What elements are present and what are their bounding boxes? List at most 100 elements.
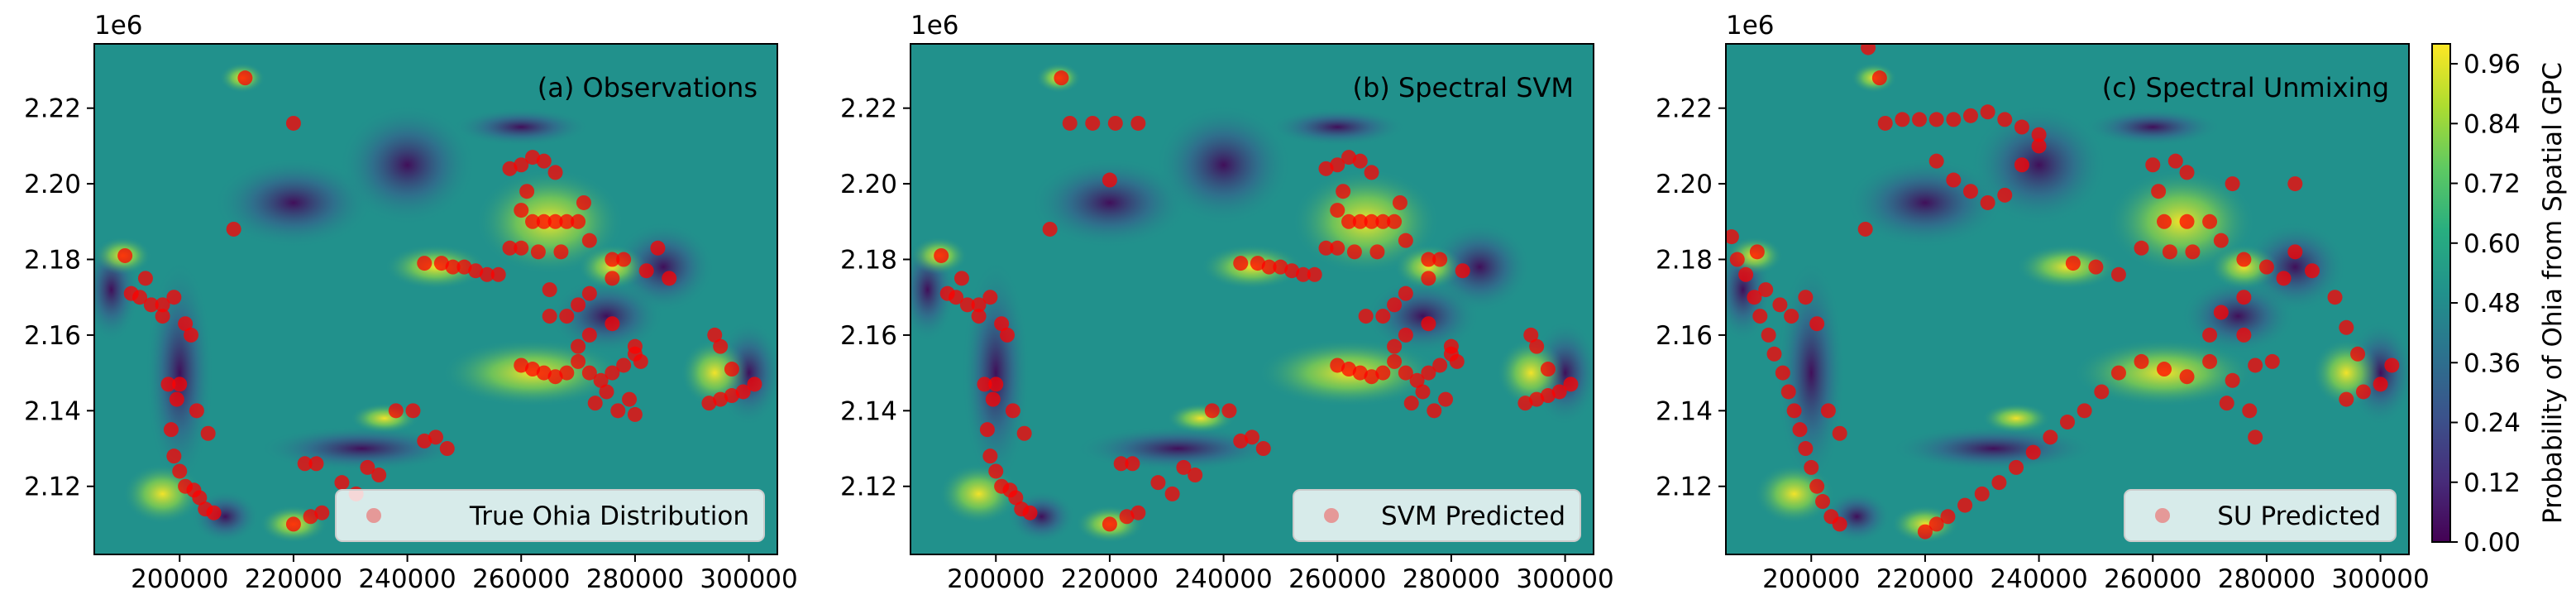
scatter-point <box>1233 433 1249 449</box>
probability-surface <box>94 44 777 554</box>
scatter-point <box>1729 252 1745 267</box>
y-tick-label: 2.20 <box>840 170 897 199</box>
scatter-point <box>439 441 455 457</box>
y-tick-label: 2.12 <box>840 472 897 502</box>
scatter-point <box>571 297 586 313</box>
scatter-point <box>1427 403 1442 419</box>
scatter-point <box>1798 290 1814 305</box>
scatter-point <box>1369 244 1385 260</box>
scatter-point <box>1284 263 1300 279</box>
scatter-point <box>1946 112 1962 127</box>
scatter-point <box>536 365 552 381</box>
scatter-point <box>285 115 301 131</box>
scatter-point <box>1747 290 1762 305</box>
scatter-point <box>2287 176 2303 192</box>
scatter-point <box>2145 157 2161 173</box>
scatter-point <box>1102 172 1117 188</box>
scatter-point <box>571 338 586 354</box>
scatter-point <box>178 316 194 332</box>
scatter-point <box>1233 256 1249 271</box>
scatter-point <box>2202 327 2218 343</box>
scatter-point <box>502 161 518 176</box>
y-tick-label: 2.18 <box>24 246 81 276</box>
scatter-point <box>192 490 208 506</box>
scatter-point <box>581 327 597 343</box>
scatter-point <box>1150 475 1166 491</box>
legend-label: True Ohia Distribution <box>469 501 749 531</box>
scatter-point <box>985 391 1001 407</box>
scatter-point <box>547 213 563 229</box>
scatter-point <box>2162 244 2177 260</box>
scatter-point <box>576 194 591 210</box>
scatter-points <box>1726 44 2400 540</box>
scatter-point <box>2219 396 2234 411</box>
colorbar-tick-label: 0.12 <box>2464 468 2521 498</box>
scatter-point <box>285 516 301 532</box>
scatter-point <box>428 429 443 445</box>
scatter-point <box>559 309 575 324</box>
scatter-point <box>1529 391 1545 407</box>
scatter-point <box>1912 112 1928 127</box>
scatter-point <box>468 263 484 279</box>
scatter-point <box>1798 441 1814 457</box>
scatter-point <box>1005 403 1020 419</box>
scatter-point <box>1295 266 1311 282</box>
scatter-point <box>1780 384 1796 400</box>
subplot-title: (b) Spectral SVM <box>1352 72 1574 103</box>
scatter-point <box>1421 316 1436 332</box>
scatter-point <box>2384 357 2400 373</box>
scatter-point <box>1809 316 1825 332</box>
scatter-point <box>1832 516 1847 532</box>
scatter-point <box>553 244 569 260</box>
scatter-point <box>200 425 216 441</box>
scatter-point <box>994 316 1010 332</box>
scatter-point <box>2287 244 2303 260</box>
scatter-point <box>1164 486 1180 501</box>
scatter-point <box>988 377 1004 392</box>
scatter-point <box>1364 213 1379 229</box>
scatter-point <box>1022 505 1038 520</box>
scatter-points <box>934 70 1579 532</box>
scatter-point <box>1784 309 1799 324</box>
scatter-point <box>1772 297 1788 313</box>
scatter-point <box>1980 104 1995 120</box>
scatter-point <box>2327 290 2343 305</box>
scatter-point <box>559 213 575 229</box>
scatter-point <box>1085 115 1101 131</box>
x-tick-label: 240000 <box>1174 564 1272 594</box>
scatter-point <box>525 362 541 377</box>
scatter-point <box>1403 396 1419 411</box>
scatter-point <box>2304 263 2320 279</box>
scatter-point <box>638 263 654 279</box>
scatter-point <box>1809 478 1825 494</box>
y-tick-label: 2.22 <box>24 94 81 124</box>
scatter-point <box>605 316 620 332</box>
scatter-point <box>1877 115 1893 131</box>
scatter-point <box>2276 271 2292 286</box>
scatter-point <box>1330 203 1345 218</box>
scatter-point <box>1204 403 1220 419</box>
scatter-point <box>2179 165 2195 180</box>
scatter-point <box>2248 357 2263 373</box>
scatter-point <box>1928 516 1944 532</box>
scatter-point <box>2225 372 2240 388</box>
y-offset-label: 1e6 <box>94 11 143 41</box>
scatter-point <box>605 271 620 286</box>
scatter-point <box>160 377 176 392</box>
scatter-point <box>1387 353 1403 369</box>
colorbar-tick-label: 0.24 <box>2464 409 2521 439</box>
scatter-point <box>308 456 324 472</box>
scatter-point <box>514 157 529 173</box>
y-tick-label: 2.16 <box>24 321 81 351</box>
scatter-point <box>445 259 461 275</box>
axes-frame <box>1725 43 2410 555</box>
scatter-point <box>172 377 188 392</box>
scatter-point <box>2110 365 2126 381</box>
scatter-point <box>2225 176 2240 192</box>
scatter-point <box>1940 509 1956 525</box>
scatter-point <box>1054 70 1069 86</box>
scatter-point <box>1761 327 1776 343</box>
scatter-point <box>571 353 586 369</box>
scatter-point <box>1330 157 1345 173</box>
scatter-point <box>982 449 998 464</box>
